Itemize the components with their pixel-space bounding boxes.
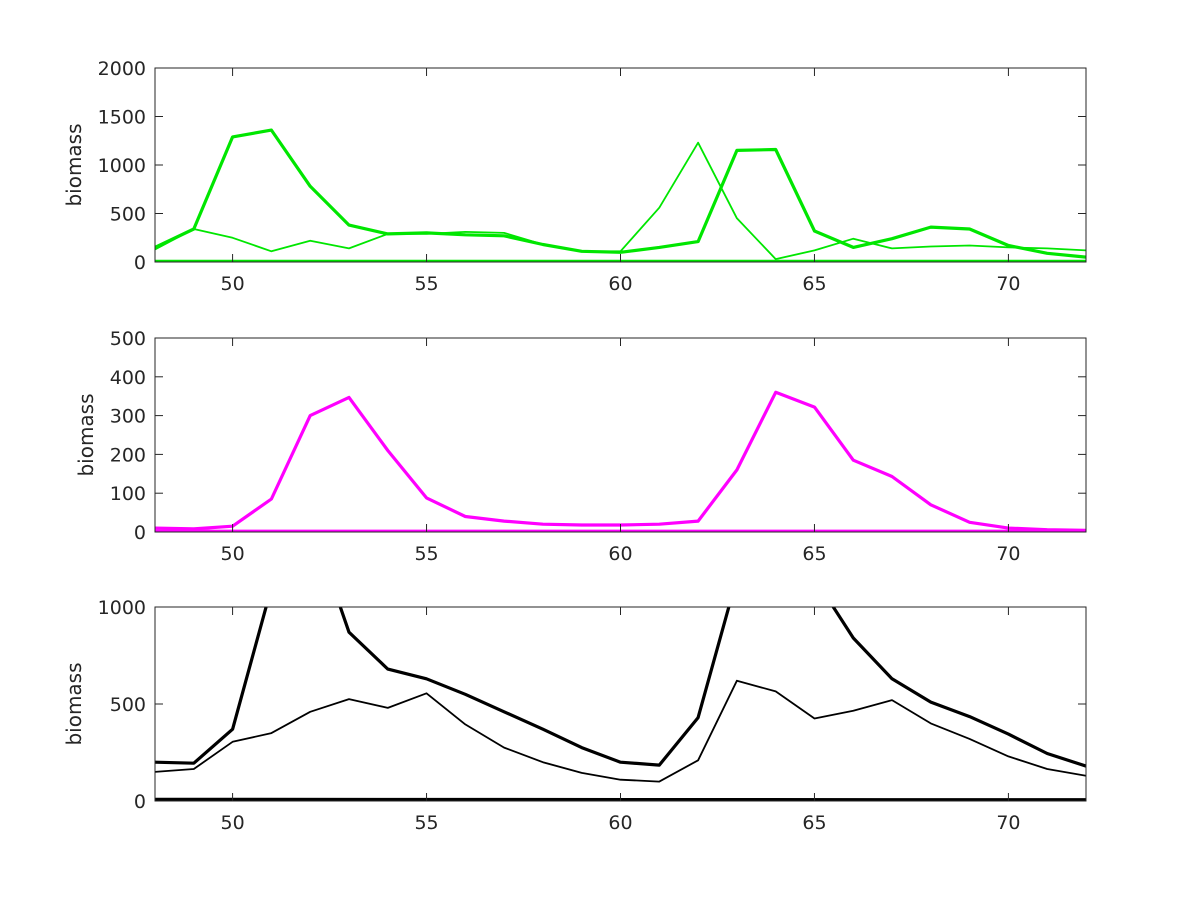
y-tick-label: 200 <box>110 444 146 466</box>
series-line-0 <box>155 607 1086 768</box>
y-tick-label: 500 <box>110 694 146 716</box>
x-tick-label: 70 <box>996 543 1020 565</box>
series-line-1 <box>155 141 1086 261</box>
series-group <box>155 128 1086 262</box>
y-axis-label: biomass <box>62 123 86 206</box>
x-tick-label: 70 <box>996 273 1020 295</box>
x-tick-label: 65 <box>802 273 826 295</box>
series-line-1 <box>155 679 1086 783</box>
y-axis-label: biomass <box>62 662 86 745</box>
y-tick-label: 1000 <box>98 155 146 177</box>
y-tick-label: 500 <box>110 204 146 226</box>
y-tick-label: 2000 <box>98 58 146 80</box>
x-tick-label: 55 <box>414 273 438 295</box>
panel-middle-magenta: 50 55 60 65 70 0 100 200 300 400 500 biomass <box>74 328 1087 565</box>
y-tick-label: 300 <box>110 406 146 428</box>
y-tick-label: 1000 <box>98 597 146 619</box>
x-tick-label: 50 <box>220 543 244 565</box>
y-tick-label: 100 <box>110 483 146 505</box>
y-tick-label: 500 <box>110 328 146 350</box>
y-tick-label: 0 <box>134 252 146 274</box>
y-tick-label: 0 <box>134 791 146 813</box>
x-tick-label: 55 <box>414 812 438 834</box>
x-tick-label: 50 <box>220 812 244 834</box>
x-tick-label: 55 <box>414 543 438 565</box>
series-group <box>155 390 1086 532</box>
y-axis-label: biomass <box>74 393 98 476</box>
x-tick-label: 60 <box>608 543 632 565</box>
x-tick-label: 65 <box>802 543 826 565</box>
y-tick-label: 1500 <box>98 107 146 129</box>
y-tick-label: 0 <box>134 522 146 544</box>
y-tick-label: 400 <box>110 367 146 389</box>
x-tick-label: 65 <box>802 812 826 834</box>
panel-top-green: 50 55 60 65 70 0 500 1000 1500 2000 biomass <box>62 58 1087 295</box>
x-tick-label: 60 <box>608 812 632 834</box>
series-line-0 <box>155 390 1086 532</box>
x-tick-label: 70 <box>996 812 1020 834</box>
x-tick-label: 50 <box>220 273 244 295</box>
panel-bottom-black: 50 55 60 65 70 0 500 1000 biomass <box>62 597 1087 834</box>
plot-frame <box>154 606 1087 802</box>
plot-frame <box>154 337 1087 533</box>
x-tick-label: 60 <box>608 273 632 295</box>
series-line-0 <box>155 128 1086 259</box>
